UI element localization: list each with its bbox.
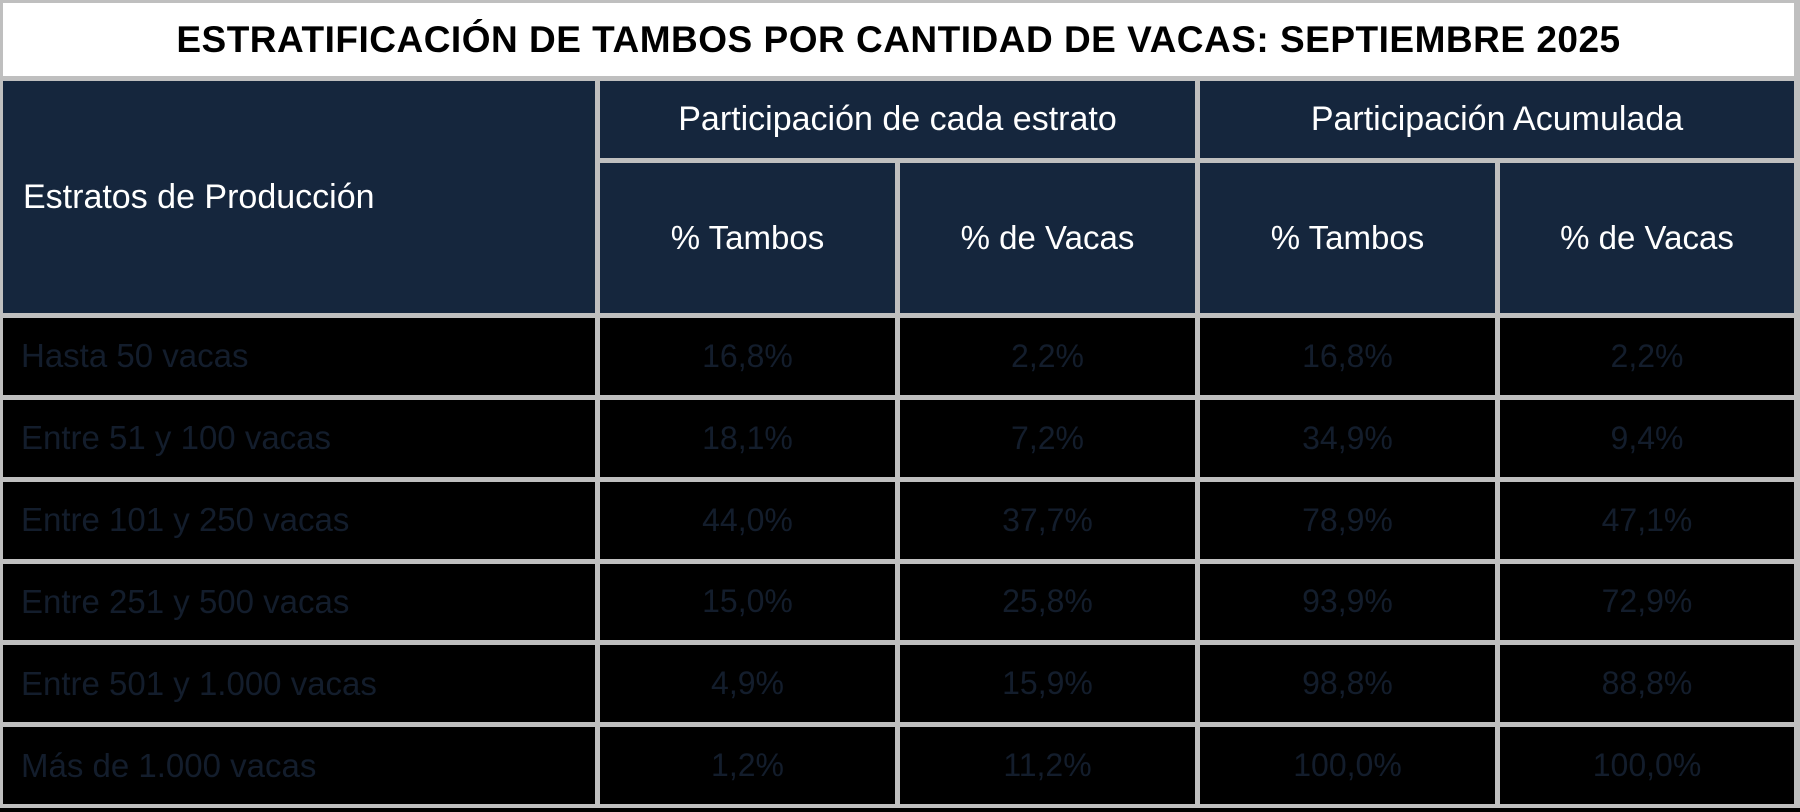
subheader-estrato-vacas: % de Vacas xyxy=(900,163,1195,313)
value-cell: 72,9% xyxy=(1500,563,1794,641)
value-cell: 34,9% xyxy=(1200,399,1495,477)
value-cell: 78,9% xyxy=(1200,481,1495,559)
value-cell: 15,9% xyxy=(900,645,1195,723)
value-cell: 44,0% xyxy=(600,481,895,559)
value-cell: 15,0% xyxy=(600,563,895,641)
value-cell: 37,7% xyxy=(900,481,1195,559)
column-header-estratos: Estratos de Producción xyxy=(3,81,595,313)
subheader-acumulada-tambos: % Tambos xyxy=(1200,163,1495,313)
subheader-estrato-tambos: % Tambos xyxy=(600,163,895,313)
row-label: Más de 1.000 vacas xyxy=(3,727,595,804)
value-cell: 7,2% xyxy=(900,399,1195,477)
row-label: Entre 101 y 250 vacas xyxy=(3,481,595,559)
value-cell: 16,8% xyxy=(600,318,895,395)
value-cell: 100,0% xyxy=(1200,727,1495,804)
value-cell: 25,8% xyxy=(900,563,1195,641)
group-header-participacion-acumulada: Participación Acumulada xyxy=(1200,81,1794,158)
row-label: Hasta 50 vacas xyxy=(3,318,595,395)
value-cell: 2,2% xyxy=(900,318,1195,395)
value-cell: 1,2% xyxy=(600,727,895,804)
value-cell: 11,2% xyxy=(900,727,1195,804)
row-label: Entre 501 y 1.000 vacas xyxy=(3,645,595,723)
table-title: ESTRATIFICACIÓN DE TAMBOS POR CANTIDAD D… xyxy=(3,3,1794,76)
value-cell: 2,2% xyxy=(1500,318,1794,395)
value-cell: 47,1% xyxy=(1500,481,1794,559)
value-cell: 18,1% xyxy=(600,399,895,477)
row-label: Entre 251 y 500 vacas xyxy=(3,563,595,641)
value-cell: 4,9% xyxy=(600,645,895,723)
value-cell: 88,8% xyxy=(1500,645,1794,723)
row-label: Entre 51 y 100 vacas xyxy=(3,399,595,477)
value-cell: 9,4% xyxy=(1500,399,1794,477)
value-cell: 93,9% xyxy=(1200,563,1495,641)
value-cell: 98,8% xyxy=(1200,645,1495,723)
value-cell: 100,0% xyxy=(1500,727,1794,804)
value-cell: 16,8% xyxy=(1200,318,1495,395)
group-header-participacion-estrato: Participación de cada estrato xyxy=(600,81,1195,158)
subheader-acumulada-vacas: % de Vacas xyxy=(1500,163,1794,313)
